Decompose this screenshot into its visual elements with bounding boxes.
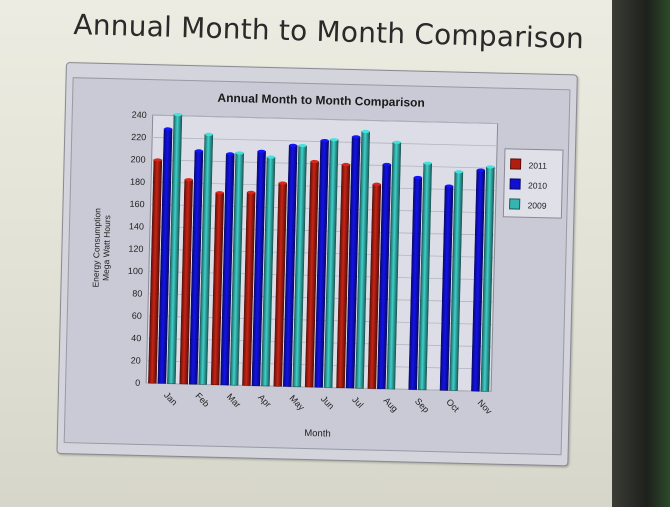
- x-tick-label: Jun: [319, 394, 336, 411]
- bar-top-2011-Feb: [184, 178, 193, 182]
- y-tick-label: 200: [130, 154, 145, 164]
- chart-title: Annual Month to Month Comparison: [217, 91, 425, 110]
- y-tick-label: 40: [131, 333, 141, 343]
- bar-top-2009-Oct: [454, 170, 463, 174]
- y-tick-label: 100: [128, 266, 143, 276]
- legend-label-2010: 2010: [528, 180, 547, 190]
- bar-top-2010-Sep: [413, 175, 422, 180]
- bar-top-2009-Nov: [486, 165, 495, 169]
- bar-top-2011-Apr: [247, 190, 256, 194]
- bar-top-2011-Aug: [372, 182, 381, 186]
- bar-top-2009-Aug: [392, 140, 401, 144]
- legend-label-2009: 2009: [528, 200, 547, 210]
- bar-top-2009-Feb: [204, 132, 213, 136]
- bar-top-2010-Aug: [382, 162, 391, 167]
- chart-window: Annual Month to Month Comparison 0 20 40 60 8…: [56, 62, 578, 467]
- bar-top-2010-Jan: [164, 127, 173, 131]
- x-tick-label: Sep: [413, 396, 431, 414]
- legend-swatch-2009: [509, 198, 521, 210]
- bar-top-2009-Jul: [361, 129, 370, 134]
- bar-top-2010-Feb: [194, 149, 203, 153]
- y-tick-label: 220: [131, 132, 146, 142]
- legend-swatch-2011: [510, 158, 522, 170]
- x-tick-label: Nov: [476, 398, 495, 417]
- monitor-bezel: [612, 0, 670, 507]
- bar-top-2010-Apr: [257, 149, 266, 153]
- x-tick-label: Apr: [256, 392, 273, 409]
- x-tick-label: Mar: [225, 391, 243, 409]
- chart-panel: Annual Month to Month Comparison 0 20 40 60 8…: [63, 77, 571, 456]
- bar-top-2009-Sep: [423, 161, 432, 165]
- bar-top-2011-Mar: [215, 191, 224, 195]
- gridline: [152, 114, 498, 124]
- y-tick-label: 60: [132, 311, 142, 321]
- bar-top-2010-Mar: [226, 152, 235, 156]
- bar-top-2009-Mar: [235, 151, 244, 155]
- x-tick-label: May: [288, 393, 307, 413]
- x-tick-label: Aug: [382, 395, 400, 413]
- y-tick-label: 20: [131, 355, 141, 365]
- chart-canvas: Annual Month to Month Comparison 0 20 40 60 8…: [91, 91, 564, 440]
- y-tick-label: 140: [129, 221, 144, 231]
- bar-top-2010-Jul: [352, 135, 361, 139]
- bar-top-2010-May: [289, 143, 298, 147]
- bar-top-2011-Jul: [341, 162, 350, 167]
- x-tick-label: Feb: [193, 391, 211, 409]
- bar-top-2011-May: [278, 181, 287, 185]
- y-axis-label: Energy Consumption: [91, 208, 103, 288]
- y-tick-label: 240: [132, 110, 147, 120]
- y-tick-label: 160: [129, 199, 144, 209]
- bar-top-2010-Jun: [320, 138, 329, 143]
- bar-top-2011-Jan: [153, 158, 162, 162]
- y-tick-label: 80: [132, 288, 142, 298]
- legend-label-2011: 2011: [528, 160, 547, 170]
- bar-top-2010-Oct: [445, 184, 454, 188]
- bar-top-2009-Jun: [330, 138, 339, 142]
- y-tick-label: 180: [130, 177, 145, 187]
- y-axis-label: Mega Watt Hours: [101, 215, 113, 281]
- bar-top-2009-Apr: [267, 155, 276, 159]
- legend-swatch-2010: [509, 178, 521, 190]
- x-tick-label: Jan: [162, 390, 179, 407]
- x-axis-label: Month: [304, 428, 331, 440]
- x-tick-label: Jul: [350, 395, 365, 410]
- bar-top-2009-May: [298, 144, 307, 148]
- y-tick-label: 0: [135, 378, 140, 388]
- bar-top-2011-Jun: [310, 159, 319, 164]
- y-tick-label: 120: [128, 244, 143, 254]
- bar-top-2010-Nov: [476, 168, 485, 172]
- x-tick-label: Oct: [444, 397, 461, 414]
- bar-top-2009-Jan: [173, 113, 182, 117]
